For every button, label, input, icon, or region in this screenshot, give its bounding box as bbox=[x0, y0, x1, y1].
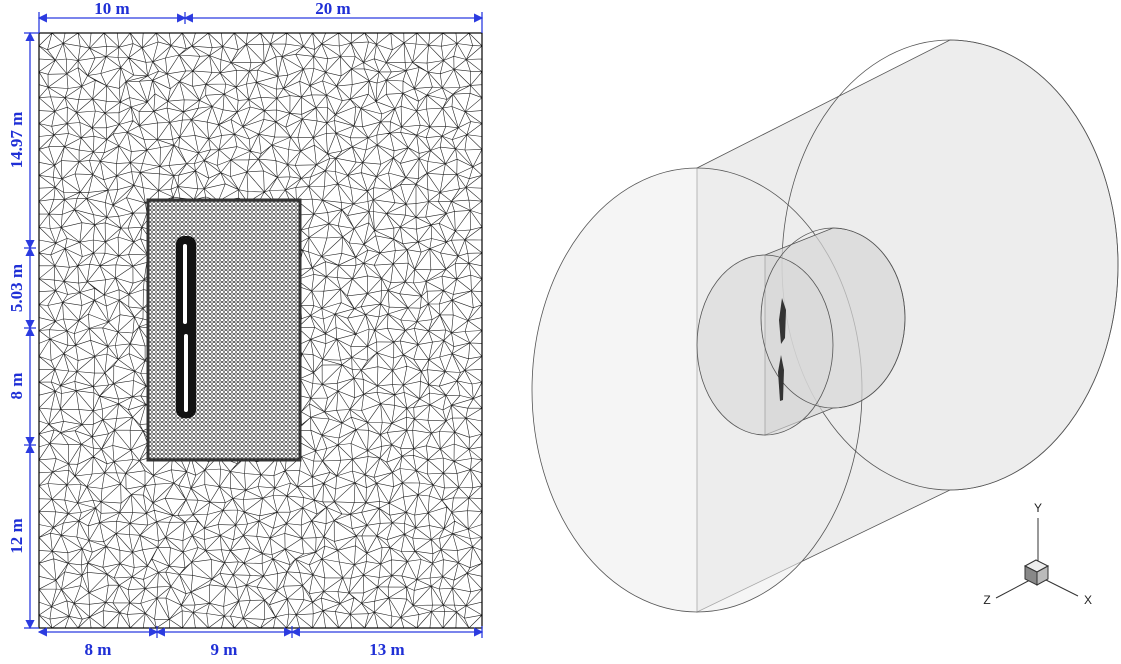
mesh bbox=[39, 33, 482, 628]
refined-zone bbox=[148, 200, 300, 460]
dim-label: 8 m bbox=[7, 373, 26, 400]
blade bbox=[183, 244, 187, 324]
dim-label: 5.03 m bbox=[7, 264, 26, 312]
figure: 10 m 20 m 14.97 m 5.03 m 8 m 12 m 8 m 9 … bbox=[0, 0, 1121, 664]
dim-label: 14.97 m bbox=[7, 112, 26, 169]
blade bbox=[184, 334, 188, 412]
dim-label: 12 m bbox=[7, 518, 26, 553]
dim-label: 9 m bbox=[211, 640, 238, 659]
dim-label: 13 m bbox=[369, 640, 404, 659]
axis-label: X bbox=[1084, 593, 1092, 607]
axis-label: Z bbox=[983, 593, 990, 607]
axis-label: Y bbox=[1034, 501, 1042, 515]
axis-triad bbox=[996, 518, 1078, 598]
dim-label: 20 m bbox=[315, 0, 350, 18]
dim-label: 8 m bbox=[85, 640, 112, 659]
dim-label: 10 m bbox=[94, 0, 129, 18]
domain-3d bbox=[532, 40, 1118, 612]
